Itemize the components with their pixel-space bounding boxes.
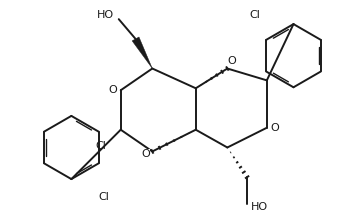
Text: HO: HO bbox=[97, 10, 114, 20]
Text: O: O bbox=[141, 150, 150, 159]
Polygon shape bbox=[132, 37, 152, 69]
Text: HO: HO bbox=[250, 202, 268, 212]
Text: Cl: Cl bbox=[95, 141, 106, 151]
Text: O: O bbox=[227, 56, 236, 66]
Text: O: O bbox=[108, 85, 117, 95]
Text: O: O bbox=[270, 123, 279, 133]
Text: Cl: Cl bbox=[250, 10, 261, 20]
Text: Cl: Cl bbox=[98, 192, 109, 202]
